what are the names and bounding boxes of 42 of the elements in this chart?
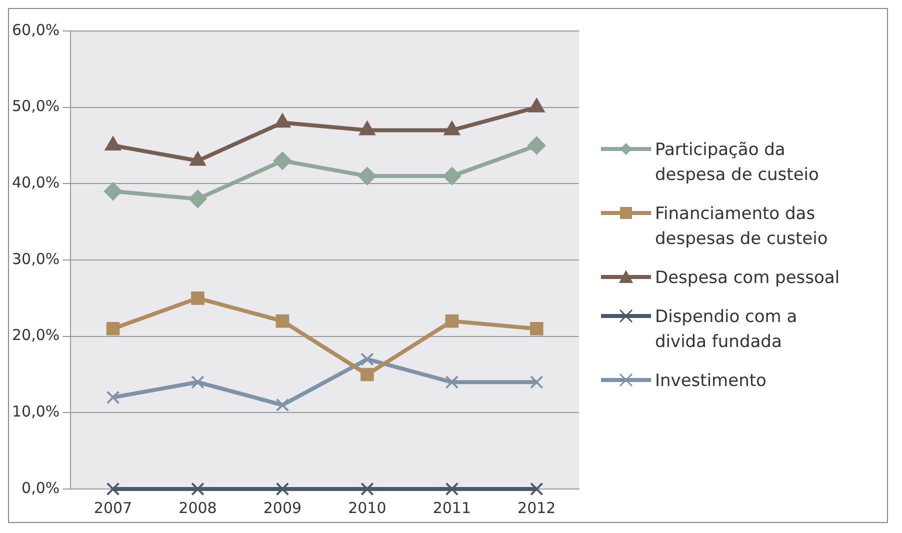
point bbox=[360, 482, 374, 496]
x-tick-label: 2008 bbox=[178, 498, 217, 516]
y-tick-label: 20,0% bbox=[12, 326, 60, 344]
point bbox=[528, 136, 546, 154]
y-tick-label: 10,0% bbox=[12, 402, 60, 420]
point bbox=[106, 482, 120, 496]
point bbox=[191, 482, 204, 496]
legend-label: Despesa com pessoal bbox=[655, 266, 840, 290]
point bbox=[104, 182, 122, 200]
y-tick-label: 60,0% bbox=[12, 20, 60, 38]
point bbox=[276, 482, 290, 496]
point bbox=[530, 374, 544, 388]
point bbox=[530, 322, 544, 335]
point bbox=[276, 398, 290, 412]
legend-label: Participação da despesa de custeio bbox=[655, 138, 820, 186]
x-tick-label: 2009 bbox=[263, 498, 302, 516]
x-tick-label: 2010 bbox=[348, 498, 386, 516]
y-tick-label: 30,0% bbox=[12, 249, 60, 268]
point bbox=[530, 482, 544, 496]
point bbox=[445, 482, 459, 496]
point bbox=[360, 367, 374, 381]
legend-label: Dispendio com a divida fundada bbox=[655, 306, 798, 354]
point bbox=[191, 374, 204, 388]
y-tick-label: 50,0% bbox=[12, 96, 60, 115]
point bbox=[360, 352, 374, 366]
y-tick-label: 40,0% bbox=[12, 173, 60, 192]
x-tick-label: 2012 bbox=[518, 498, 556, 516]
point bbox=[191, 291, 204, 304]
point bbox=[358, 166, 376, 185]
x-tick-label: 2011 bbox=[432, 498, 472, 516]
x-tick-label: 2007 bbox=[94, 498, 132, 516]
point bbox=[188, 189, 207, 208]
point bbox=[445, 314, 459, 328]
point bbox=[442, 166, 461, 185]
legend-label: Financiamento das despesas de custeio bbox=[655, 202, 829, 250]
point bbox=[445, 374, 459, 388]
point bbox=[106, 322, 120, 335]
point bbox=[276, 314, 290, 328]
legend-label: Investimento bbox=[655, 370, 766, 392]
y-tick-label: 0,0% bbox=[22, 478, 60, 496]
point bbox=[273, 151, 292, 170]
point bbox=[106, 390, 120, 404]
